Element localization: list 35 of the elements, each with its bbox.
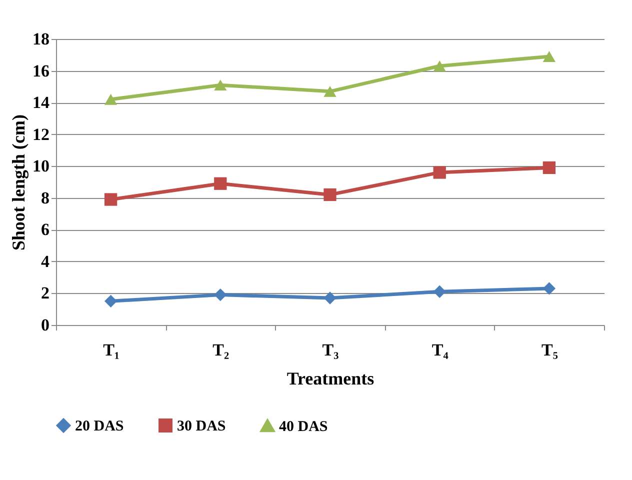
y-tick-label: 4	[41, 252, 50, 271]
x-tick-label: T₁	[103, 340, 120, 360]
point	[433, 166, 446, 179]
legend-label: 30 DAS	[177, 418, 226, 435]
point	[104, 94, 118, 105]
point	[433, 285, 446, 298]
point	[214, 80, 227, 91]
y-tick-label: 14	[32, 93, 50, 112]
point	[542, 51, 556, 62]
x-tick-label: T₄	[432, 340, 448, 360]
point	[214, 177, 227, 190]
y-tick-label: 16	[32, 61, 50, 80]
y-tick-label: 10	[32, 156, 50, 176]
y-tick-label: 8	[41, 188, 50, 208]
point	[433, 60, 446, 72]
y-tick-label: 12	[32, 124, 50, 144]
y-tick-label: 2	[41, 284, 50, 303]
legend-label: 20 DAS	[75, 418, 124, 435]
point	[104, 294, 118, 308]
x-tick-label: T₂	[212, 340, 230, 360]
y-axis-title: Shoot length (cm)	[8, 114, 28, 250]
point	[324, 86, 336, 97]
x-axis-title: Treatments	[286, 368, 374, 388]
y-tick-label: 6	[41, 220, 50, 240]
legend-label: 40 DAS	[279, 418, 328, 435]
y-tick-label: 18	[32, 30, 50, 48]
point	[104, 193, 118, 206]
y-tick-label: 0	[41, 316, 50, 334]
point	[324, 188, 336, 202]
point	[542, 161, 556, 174]
point	[324, 292, 336, 304]
x-tick-label: T₃	[322, 340, 339, 360]
x-tick-label: T₅	[541, 340, 558, 360]
point	[542, 282, 556, 295]
point	[214, 288, 227, 302]
